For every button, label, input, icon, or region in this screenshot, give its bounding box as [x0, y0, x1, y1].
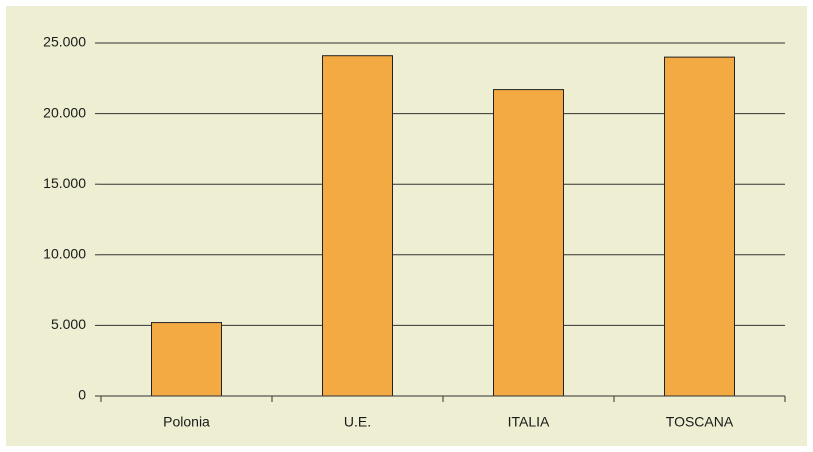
- y-tick-label: 20.000: [43, 104, 86, 120]
- y-tick-label: 15.000: [43, 175, 86, 191]
- bar: [664, 56, 735, 397]
- x-tick-label: ITALIA: [508, 414, 550, 430]
- y-tick-label: 10.000: [43, 246, 86, 262]
- bar: [322, 55, 393, 397]
- bar: [493, 89, 564, 397]
- x-tick-label: TOSCANA: [666, 414, 734, 430]
- y-tick-label: 25.000: [43, 34, 86, 50]
- bar: [151, 322, 222, 397]
- x-tick-label: Polonia: [163, 414, 210, 430]
- y-tick-label: 5.000: [51, 316, 86, 332]
- y-tick-label: 0: [78, 387, 86, 403]
- x-tick-label: U.E.: [344, 414, 371, 430]
